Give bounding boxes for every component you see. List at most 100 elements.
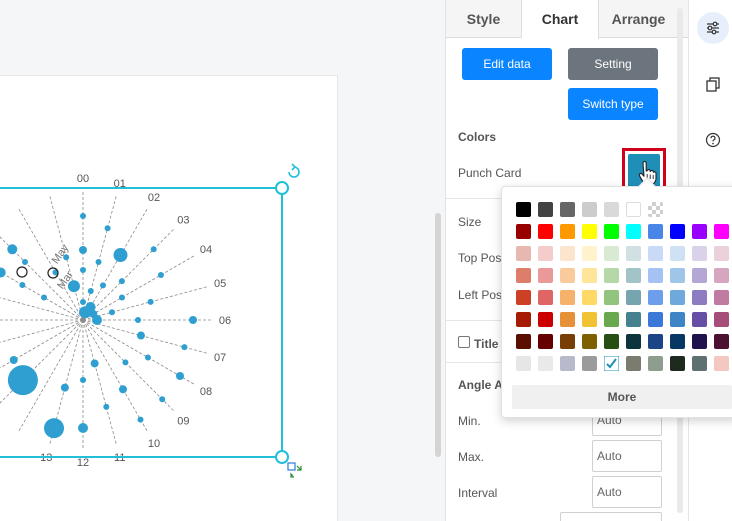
color-swatch-cell[interactable] — [714, 246, 729, 261]
more-colors-button[interactable]: More — [512, 385, 732, 409]
max-input[interactable]: Auto — [592, 440, 662, 472]
color-swatch-cell[interactable] — [538, 290, 553, 305]
color-swatch-cell[interactable] — [626, 312, 641, 327]
color-swatch-cell[interactable] — [560, 312, 575, 327]
color-swatch-cell[interactable] — [604, 290, 619, 305]
color-swatch-cell[interactable] — [582, 334, 597, 349]
tab-arrange[interactable]: Arrange — [611, 11, 666, 27]
color-swatch-cell[interactable] — [626, 334, 641, 349]
color-swatch-cell[interactable] — [714, 268, 729, 283]
color-swatch-cell[interactable] — [582, 246, 597, 261]
color-swatch-cell[interactable] — [648, 312, 663, 327]
color-swatch-cell[interactable] — [516, 224, 531, 239]
data-point — [122, 359, 129, 366]
color-swatch-cell[interactable] — [714, 290, 729, 305]
color-swatch-cell[interactable] — [516, 312, 531, 327]
color-swatch-cell[interactable] — [692, 356, 707, 371]
color-swatch-cell[interactable] — [670, 290, 685, 305]
color-swatch-cell[interactable] — [626, 202, 641, 217]
size-icon-arrows — [290, 465, 302, 478]
settings-sliders-button[interactable] — [697, 12, 729, 44]
color-swatch-cell[interactable] — [604, 312, 619, 327]
pages-button[interactable] — [697, 68, 729, 100]
punch-card-label: Punch Card — [458, 166, 522, 180]
color-swatch-cell[interactable] — [648, 202, 663, 217]
switch-type-button[interactable]: Switch type — [568, 88, 658, 120]
color-swatch-cell[interactable] — [538, 224, 553, 239]
color-swatch-cell[interactable] — [538, 246, 553, 261]
color-swatch-cell[interactable] — [692, 334, 707, 349]
data-point — [63, 254, 70, 261]
color-swatch-cell[interactable] — [692, 290, 707, 305]
color-swatch-cell[interactable] — [626, 246, 641, 261]
color-swatch-cell[interactable] — [626, 356, 641, 371]
color-swatch-cell[interactable] — [560, 356, 575, 371]
title-checkbox[interactable] — [458, 336, 470, 348]
color-swatch-cell[interactable] — [516, 268, 531, 283]
color-swatch-cell[interactable] — [670, 268, 685, 283]
color-swatch-cell[interactable] — [714, 334, 729, 349]
color-swatch-cell[interactable] — [582, 312, 597, 327]
color-swatch-cell[interactable] — [670, 356, 685, 371]
color-swatch-cell[interactable] — [582, 268, 597, 283]
color-swatch-cell[interactable] — [538, 334, 553, 349]
color-swatch-cell[interactable] — [714, 224, 729, 239]
color-swatch-cell[interactable] — [538, 312, 553, 327]
color-swatch-cell[interactable] — [670, 334, 685, 349]
color-swatch-cell[interactable] — [604, 246, 619, 261]
color-swatch-cell[interactable] — [560, 224, 575, 239]
data-point — [136, 331, 145, 340]
extra-input[interactable] — [560, 512, 662, 521]
color-swatch-cell[interactable] — [626, 268, 641, 283]
setting-button[interactable]: Setting — [568, 48, 658, 80]
color-swatch-cell[interactable] — [670, 246, 685, 261]
color-swatch-cell[interactable] — [582, 224, 597, 239]
color-swatch-cell[interactable] — [670, 224, 685, 239]
color-swatch-cell[interactable] — [582, 202, 597, 217]
interval-input[interactable]: Auto — [592, 476, 662, 508]
color-swatch-cell[interactable] — [538, 202, 553, 217]
tab-chart[interactable]: Chart — [522, 0, 599, 39]
color-swatch-cell[interactable] — [604, 268, 619, 283]
color-swatch-cell[interactable] — [626, 224, 641, 239]
color-swatch-cell[interactable] — [626, 290, 641, 305]
color-swatch-cell[interactable] — [516, 334, 531, 349]
color-swatch-cell[interactable] — [648, 334, 663, 349]
color-swatch-cell[interactable] — [692, 268, 707, 283]
color-swatch-cell[interactable] — [648, 356, 663, 371]
color-swatch-cell[interactable] — [692, 312, 707, 327]
color-swatch-cell[interactable] — [692, 246, 707, 261]
hour-tick-label: 10 — [148, 438, 160, 450]
color-swatch-cell[interactable] — [714, 312, 729, 327]
color-swatch-cell[interactable] — [516, 290, 531, 305]
color-swatch-cell[interactable] — [648, 268, 663, 283]
color-swatch-cell[interactable] — [560, 246, 575, 261]
color-swatch-cell[interactable] — [604, 224, 619, 239]
color-swatch-cell[interactable] — [714, 356, 729, 371]
color-swatch-cell[interactable] — [582, 356, 597, 371]
tab-style[interactable]: Style — [446, 0, 522, 38]
color-swatch-cell[interactable] — [670, 312, 685, 327]
color-swatch-cell[interactable] — [516, 356, 531, 371]
color-swatch-cell[interactable] — [603, 355, 620, 372]
edit-data-button[interactable]: Edit data — [462, 48, 552, 80]
color-swatch-cell[interactable] — [648, 246, 663, 261]
color-swatch-cell[interactable] — [560, 334, 575, 349]
color-swatch-cell[interactable] — [648, 224, 663, 239]
color-swatch-cell[interactable] — [560, 268, 575, 283]
color-swatch-cell[interactable] — [516, 246, 531, 261]
axis-spoke — [48, 319, 84, 446]
punch-card-chart[interactable]: 00010203040506070809101112132021MayMar — [0, 0, 345, 521]
color-swatch-cell[interactable] — [516, 202, 531, 217]
color-swatch-cell[interactable] — [604, 334, 619, 349]
color-swatch-cell[interactable] — [560, 202, 575, 217]
color-swatch-cell[interactable] — [582, 290, 597, 305]
color-swatch-cell[interactable] — [538, 268, 553, 283]
canvas-scrollbar[interactable] — [435, 213, 441, 457]
color-swatch-cell[interactable] — [560, 290, 575, 305]
color-swatch-cell[interactable] — [692, 224, 707, 239]
help-button[interactable] — [697, 124, 729, 156]
color-swatch-cell[interactable] — [538, 356, 553, 371]
color-swatch-cell[interactable] — [604, 202, 619, 217]
color-swatch-cell[interactable] — [648, 290, 663, 305]
